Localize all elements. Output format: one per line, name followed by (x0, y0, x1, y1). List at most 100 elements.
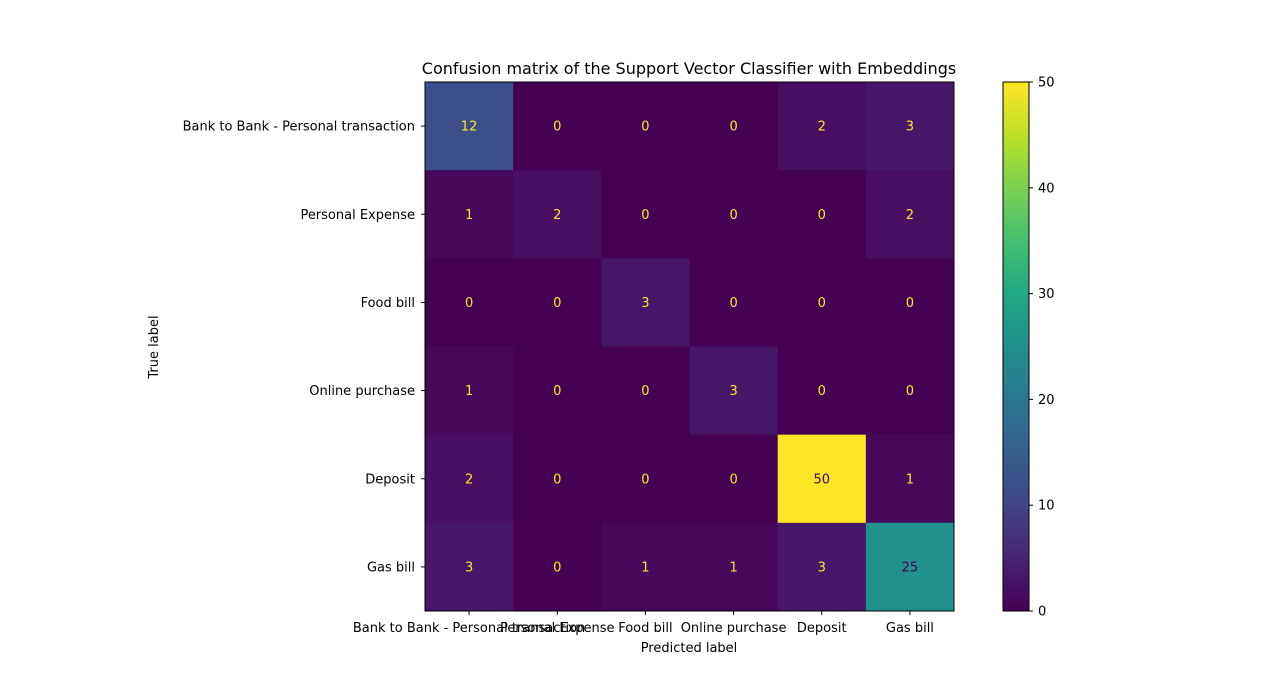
heatmap-cell (601, 346, 690, 436)
x-axis-ticks: Bank to Bank - Personal transactionPerso… (353, 611, 934, 636)
cell-value-label: 3 (729, 384, 737, 399)
cell-value-label: 1 (641, 560, 649, 575)
heatmap-cell (865, 346, 955, 436)
heatmap-cell (513, 522, 602, 612)
y-axis-ticks: Bank to Bank - Personal transaction Perso… (183, 120, 425, 575)
heatmap-cell (777, 522, 867, 612)
heatmap-cell (777, 346, 867, 436)
cell-value-label: 0 (729, 208, 737, 223)
cell-value-label: 50 (813, 472, 830, 487)
cell-value-label: 0 (729, 296, 737, 311)
heatmap-cell (689, 82, 779, 171)
heatmap-cell (425, 434, 514, 524)
heatmap-cell (689, 258, 779, 347)
heatmap-cell (513, 434, 602, 524)
y-axis-label: True label (147, 315, 162, 379)
heatmap-cell (425, 82, 514, 171)
x-tick-label: Online purchase (681, 621, 787, 636)
heatmap-cell (601, 434, 690, 524)
heatmap-cell (425, 170, 514, 259)
heatmap-cell (777, 434, 867, 524)
heatmap-cell (689, 346, 779, 436)
cell-value-label: 0 (906, 296, 914, 311)
colorbar (1002, 81, 1030, 612)
plot-frame (424, 81, 955, 612)
colorbar-tick-label: 0 (1038, 605, 1046, 620)
y-tick-label: Gas bill (367, 560, 415, 575)
heatmap-cell (865, 82, 955, 171)
x-tick-label: Food bill (618, 621, 672, 636)
cell-value-label: 0 (553, 560, 561, 575)
cell-value-label: 3 (906, 120, 914, 135)
heatmap-cell (425, 522, 514, 612)
cell-value-label: 0 (641, 472, 649, 487)
cell-value-label: 0 (818, 296, 826, 311)
heatmap-cell (865, 434, 955, 524)
x-tick-label: Personal Expense (500, 621, 615, 636)
heatmap-cell (513, 258, 602, 347)
cell-value-label: 12 (461, 120, 478, 135)
cell-value-label: 2 (553, 208, 561, 223)
cell-value-label: 0 (729, 120, 737, 135)
cell-value-label: 0 (729, 472, 737, 487)
colorbar-tick-label: 50 (1038, 76, 1055, 91)
cell-value-label: 0 (906, 384, 914, 399)
colorbar-ticks: 0 10 20 30 40 50 (1029, 76, 1055, 620)
cell-value-label: 0 (641, 208, 649, 223)
chart-title: Confusion matrix of the Support Vector C… (422, 59, 956, 78)
heatmap-cell (689, 170, 779, 259)
cell-value-label: 0 (553, 120, 561, 135)
cell-value-label: 0 (818, 384, 826, 399)
heatmap-cell (689, 434, 779, 524)
cell-value-label: 2 (906, 208, 914, 223)
cell-value-labels: 12 0 0 0 2 31 2 0 0 0 20 0 3 0 0 01 0 0 3 0 02 0 0 0 50 13 0 1 1 3 25 (461, 120, 918, 576)
x-tick-label: Deposit (797, 621, 847, 636)
heatmap-cell (777, 258, 867, 347)
cell-value-label: 2 (818, 120, 826, 135)
colorbar-tick-label: 20 (1038, 393, 1055, 408)
heatmap-cell (513, 346, 602, 436)
y-tick-label: Personal Expense (300, 208, 415, 223)
heatmap-cell (601, 82, 690, 171)
cell-value-label: 0 (641, 384, 649, 399)
heatmap-cell (425, 346, 514, 436)
x-axis-label: Predicted label (641, 641, 738, 656)
cell-value-label: 1 (729, 560, 737, 575)
y-tick-label: Bank to Bank - Personal transaction (183, 120, 415, 135)
heatmap-cell (601, 258, 690, 347)
cell-value-label: 3 (818, 560, 826, 575)
heatmap-cell (777, 82, 867, 171)
cell-value-label: 1 (906, 472, 914, 487)
heatmap-cell (601, 522, 690, 612)
heatmap-cell (865, 522, 955, 612)
cell-value-label: 25 (902, 560, 919, 575)
colorbar-tick-label: 30 (1038, 287, 1055, 302)
cell-value-label: 0 (818, 208, 826, 223)
cell-value-label: 0 (641, 120, 649, 135)
x-tick-label: Bank to Bank - Personal transaction (353, 621, 585, 636)
y-tick-label: Deposit (365, 472, 415, 487)
heatmap-cell (865, 170, 955, 259)
cell-value-label: 0 (553, 472, 561, 487)
heatmap-cells (425, 82, 955, 612)
heatmap-cell (777, 170, 867, 259)
heatmap-cell (865, 258, 955, 347)
heatmap-cell (689, 522, 779, 612)
y-tick-label: Food bill (361, 296, 415, 311)
y-tick-label: Online purchase (309, 384, 415, 399)
cell-value-label: 2 (465, 472, 473, 487)
cell-value-label: 3 (465, 560, 473, 575)
x-tick-label: Gas bill (886, 621, 934, 636)
cell-value-label: 0 (553, 296, 561, 311)
heatmap-cell (513, 170, 602, 259)
cell-value-label: 1 (465, 208, 473, 223)
cell-value-label: 0 (465, 296, 473, 311)
heatmap-cell (601, 170, 690, 259)
cell-value-label: 1 (465, 384, 473, 399)
cell-value-label: 0 (553, 384, 561, 399)
colorbar-tick-label: 10 (1038, 499, 1055, 514)
cell-value-label: 3 (641, 296, 649, 311)
heatmap-cell (513, 82, 602, 171)
heatmap-cell (425, 258, 514, 347)
